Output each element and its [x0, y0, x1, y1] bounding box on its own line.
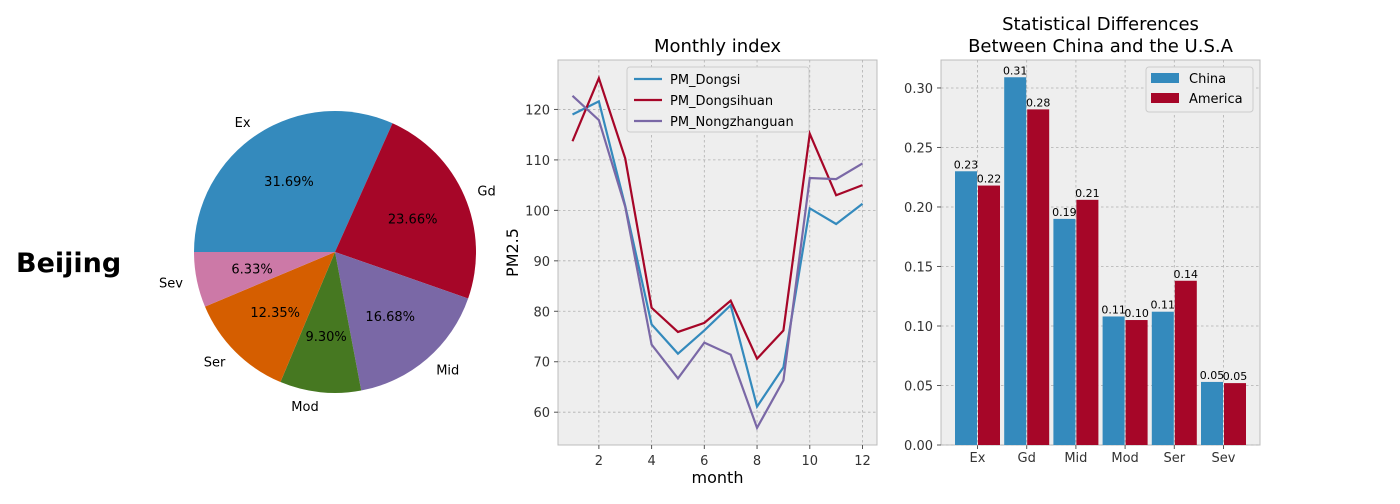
bar-chart: Ex Gd Mid Mod Ser Sev 0.00 0.05 0.10 0.15 0.20 0.25…	[904, 14, 1261, 466]
pie-label: Gd	[477, 185, 495, 200]
bar-value-label: 0.05	[1200, 369, 1225, 382]
pie-percent-label: 31.69%	[264, 175, 314, 190]
y-tick-label: 0.15	[904, 260, 933, 275]
pie-slice-mod	[280, 252, 362, 393]
bar-china	[1201, 381, 1223, 445]
bar-china	[1053, 218, 1076, 445]
pie-percent-label: 16.68%	[365, 310, 415, 325]
pie-slice-sev	[194, 252, 335, 307]
legend-swatch	[1151, 93, 1179, 103]
y-tick-label: 0.00	[904, 439, 933, 454]
y-tick-label: 70	[533, 356, 550, 371]
pie-percent-label: 9.30%	[305, 330, 346, 345]
pie-label: Sev	[159, 277, 183, 292]
bar-value-label: 0.10	[1124, 307, 1149, 320]
bar-china	[955, 171, 977, 445]
pie-percent-label: 12.35%	[250, 306, 300, 321]
legend-box	[626, 66, 810, 133]
y-tick-label: 0.10	[904, 320, 933, 335]
bar-legend: China America	[1145, 66, 1254, 113]
y-axis-label: PM2.5	[503, 228, 522, 277]
pie-label: Mid	[436, 364, 459, 379]
bar-chart-title-line-1: Statistical Differences	[1002, 14, 1199, 35]
x-tick-label: Ex	[970, 451, 986, 466]
x-tick-label: Sev	[1212, 451, 1236, 466]
bar-america	[1224, 383, 1246, 445]
bar-china	[1102, 316, 1125, 445]
x-tick-label: 10	[801, 454, 818, 469]
bar-value-label: 0.11	[1151, 299, 1176, 312]
legend-label: PM_Dongsihuan	[670, 94, 773, 109]
bar-chart-title-line-2: Between China and the U.S.A	[968, 36, 1234, 57]
y-tick-label: 0.05	[904, 379, 933, 394]
pie-slice-ser	[205, 252, 335, 383]
bar-value-label: 0.28	[1026, 96, 1051, 109]
bar-value-label: 0.23	[954, 158, 979, 171]
line-chart-title: Monthly index	[654, 36, 781, 57]
pie-chart: Ex 31.69% Gd 23.66% Mid 16.68% Mod 9.30% Ser 12.3…	[159, 110, 496, 415]
line-legend: PM_Dongsi PM_Dongsihuan PM_Nongzhanguan	[626, 66, 810, 133]
bar-china	[1004, 77, 1027, 446]
y-tick-label: 90	[533, 255, 550, 270]
series-line-pm-dongsi	[572, 99, 864, 410]
pie-slice-ex	[194, 110, 393, 252]
legend-label: PM_Dongsi	[670, 73, 740, 88]
bar-america	[1125, 320, 1148, 445]
bar-value-label: 0.31	[1003, 64, 1028, 77]
x-tick-label: 8	[753, 454, 761, 469]
bar-america	[978, 185, 1000, 446]
pie-percent-label: 23.66%	[388, 212, 438, 227]
x-tick-label: 12	[854, 454, 871, 469]
pie-slice-gd	[335, 123, 476, 299]
x-tick-label: 2	[595, 454, 603, 469]
y-tick-label: 0.25	[904, 141, 933, 156]
x-tick-label: 6	[700, 454, 708, 469]
bar-america	[1027, 109, 1050, 445]
y-tick-label: 80	[533, 305, 550, 320]
x-tick-label: Mod	[1111, 451, 1138, 466]
bar-value-label: 0.21	[1075, 187, 1100, 200]
line-chart: 2 4 6 8 10 12 60 70 80 90 100 110 120 Monthly index mo…	[503, 36, 878, 487]
legend-label: PM_Nongzhanguan	[670, 115, 794, 130]
x-tick-label: Ser	[1163, 451, 1185, 466]
pie-percent-label: 6.33%	[231, 263, 272, 278]
bar-value-label: 0.05	[1223, 370, 1248, 383]
pie-label: Mod	[291, 400, 318, 415]
y-tick-label: 60	[533, 406, 550, 421]
legend-label: America	[1189, 92, 1243, 107]
legend-swatch	[1151, 73, 1179, 83]
series-line-pm-nongzhanguan	[571, 95, 864, 431]
pie-label: Ex	[235, 116, 251, 131]
bar-value-label: 0.14	[1174, 268, 1199, 281]
y-tick-label: 0.30	[904, 82, 933, 97]
y-tick-label: 120	[525, 103, 550, 118]
bar-america	[1174, 280, 1197, 445]
bar-america	[1076, 199, 1099, 445]
y-tick-label: 110	[525, 154, 550, 169]
x-axis-label: month	[692, 468, 744, 487]
pie-label: Ser	[204, 356, 226, 371]
pie-slice-mid	[335, 252, 469, 391]
y-tick-label: 0.20	[904, 201, 933, 216]
x-tick-label: Mid	[1064, 451, 1087, 466]
x-tick-label: Gd	[1018, 451, 1036, 466]
bar-value-label: 0.19	[1052, 206, 1077, 219]
series-line-pm-dongsihuan	[571, 75, 863, 361]
city-label: Beijing	[16, 248, 121, 279]
bar-value-label: 0.22	[977, 173, 1002, 186]
legend-label: China	[1189, 72, 1226, 87]
bar-china	[1151, 311, 1174, 445]
x-tick-label: 4	[647, 454, 655, 469]
y-tick-label: 100	[525, 204, 550, 219]
bar-value-label: 0.11	[1101, 303, 1126, 316]
